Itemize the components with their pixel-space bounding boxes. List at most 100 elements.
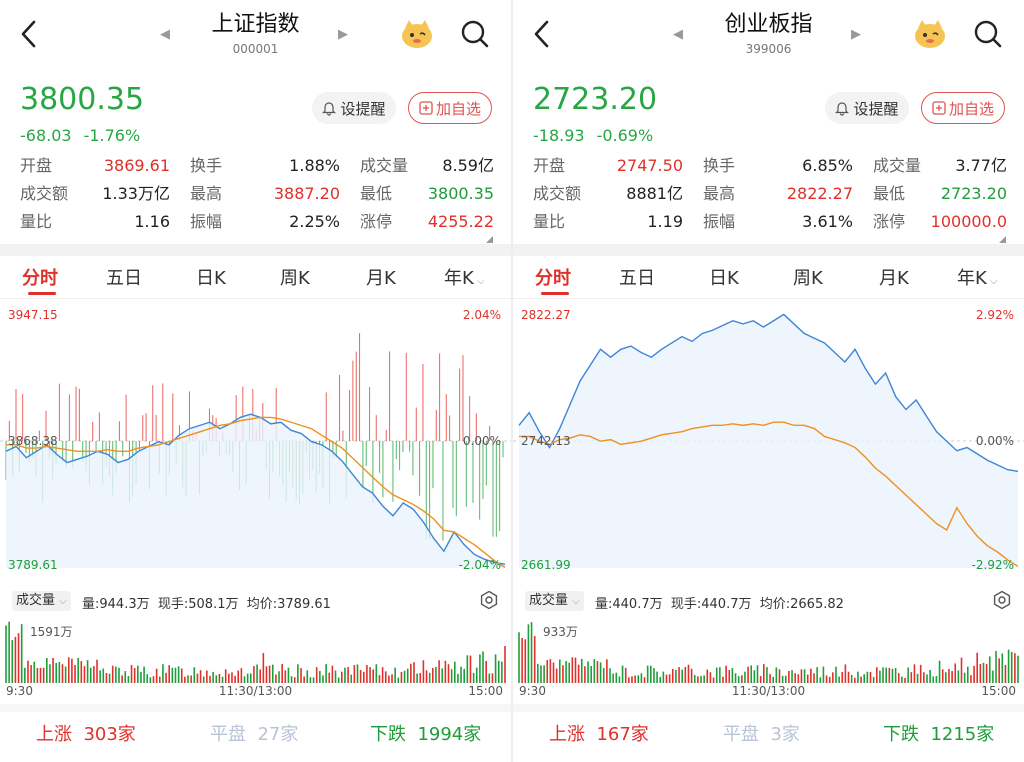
stats-row: 成交额 1.33万亿 最高 3887.20 最低 3800.35 [20,180,494,208]
tab-1[interactable]: 五日 [106,268,142,289]
volume-avg-price: 均价:3789.61 [246,597,331,612]
settings-icon[interactable] [992,590,1012,610]
tab-0[interactable]: 分时 [535,268,571,289]
panel-divider [511,0,513,762]
next-index-icon[interactable]: ▶ [851,27,861,42]
decliners: 下跌 1215家 [883,720,994,746]
section-separator-2 [0,704,511,712]
advancers: 上涨 303家 [36,720,136,746]
decliners-label: 下跌 [883,724,919,745]
stat-label: 换手 [190,156,223,175]
expand-stats-icon[interactable] [486,236,493,243]
price-area [519,314,1018,568]
stat-label: 成交额 [533,184,582,203]
market-breadth[interactable]: 上涨 167家 平盘 3家 下跌 1215家 [513,718,1024,748]
stat-label: 最低 [360,184,393,203]
tab-3[interactable]: 周K [280,268,310,289]
bell-icon [835,101,850,116]
mascot-icon[interactable] [912,16,948,50]
stat-label: 量比 [533,212,566,231]
stat-cell: 涨停 100000.0 [873,208,1007,236]
stats-row: 开盘 2747.50 换手 6.85% 成交量 3.77亿 [533,152,1007,180]
intraday-chart[interactable]: 3947.15 2.04% 3868.38 0.00% 3789.61 -2.04% [0,300,511,582]
unchanged-count: 27家 [257,724,299,745]
prev-index-icon[interactable]: ◀ [673,27,683,42]
intraday-chart[interactable]: 2822.27 2.92% 2742.13 0.00% 2661.99 -2.92% [513,300,1024,582]
intraday-svg [513,313,1024,568]
indicator-selector[interactable]: 成交量 ⌵ [12,591,71,611]
expand-stats-icon[interactable] [999,236,1006,243]
time-axis: 9:30 11:30/13:00 15:00 [513,684,1024,700]
volume-max-label: 933万 [543,625,578,639]
change-value: -18.93 [533,126,585,145]
mascot-icon[interactable] [399,16,435,50]
stat-cell: 最低 2723.20 [873,180,1007,208]
stats-row: 开盘 3869.61 换手 1.88% 成交量 8.59亿 [20,152,494,180]
tab-3[interactable]: 周K [793,268,823,289]
volume-toolbar: 成交量 ⌵ 量:944.3万 现手:508.1万 均价:3789.61 [0,586,511,614]
back-arrow-icon[interactable] [14,16,44,52]
current-price: 2723.20 [533,82,658,117]
stat-value: 3.77亿 [955,156,1007,175]
advancers-label: 上涨 [549,724,585,745]
pct-axis-low: -2.04% [458,558,501,572]
add-watchlist-label: 加自选 [948,99,994,118]
chevron-down-icon: ⌵ [59,596,67,607]
y-axis-prev-close: 2742.13 [521,434,571,448]
stat-cell: 振幅 2.25% [190,208,340,236]
time-open: 9:30 [519,684,546,698]
tab-5[interactable]: 年K ⌵ [444,268,485,289]
tab-2[interactable]: 日K [709,268,739,289]
add-watchlist-button[interactable]: 加自选 [408,92,492,124]
volume-amount: 量:944.3万 [82,597,150,612]
set-alert-label: 设提醒 [340,99,386,118]
tab-0[interactable]: 分时 [22,268,58,289]
stat-label: 开盘 [20,156,53,175]
volume-svg [5,621,506,683]
market-breadth[interactable]: 上涨 303家 平盘 27家 下跌 1994家 [0,718,511,748]
search-icon[interactable] [972,18,1004,50]
tab-4[interactable]: 月K [366,268,396,289]
settings-icon[interactable] [479,590,499,610]
volume-chart[interactable]: 1591万 [0,617,511,683]
current-price: 3800.35 [20,82,145,117]
stat-value: 6.85% [802,156,853,175]
add-watchlist-button[interactable]: 加自选 [921,92,1005,124]
stat-value: 3887.20 [273,184,340,203]
quote-stats-grid: 开盘 2747.50 换手 6.85% 成交量 3.77亿成交额 8881亿 最高 2822.2… [533,152,1007,236]
next-index-icon[interactable]: ▶ [338,27,348,42]
tab-5[interactable]: 年K ⌵ [957,268,998,289]
volume-now: 现手:508.1万 [157,597,239,612]
set-alert-button[interactable]: 设提醒 [312,92,396,124]
indicator-selector-label: 成交量 [16,593,56,608]
active-tab-indicator [28,292,56,295]
volume-toolbar: 成交量 ⌵ 量:440.7万 现手:440.7万 均价:2665.82 [513,586,1024,614]
volume-svg [518,622,1019,683]
volume-chart[interactable]: 933万 [513,617,1024,683]
pct-axis-high: 2.92% [975,308,1014,322]
back-arrow-icon[interactable] [527,16,557,52]
stat-cell: 最高 2822.27 [703,180,853,208]
volume-now: 现手:440.7万 [670,597,752,612]
tab-2[interactable]: 日K [196,268,226,289]
stat-label: 涨停 [360,212,393,231]
stat-cell: 涨停 4255.22 [360,208,494,236]
time-open: 9:30 [6,684,33,698]
stats-row: 量比 1.19 振幅 3.61% 涨停 100000.0 [533,208,1007,236]
plus-box-icon [419,101,433,115]
stat-label: 振幅 [190,212,223,231]
stat-value: 1.33万亿 [102,184,170,203]
stat-cell: 换手 6.85% [703,152,853,180]
set-alert-button[interactable]: 设提醒 [825,92,909,124]
search-icon[interactable] [459,18,491,50]
indicator-selector[interactable]: 成交量 ⌵ [525,591,584,611]
stat-value: 8881亿 [626,184,683,203]
tab-1[interactable]: 五日 [619,268,655,289]
stat-cell: 最低 3800.35 [360,180,494,208]
y-axis-low: 2661.99 [521,558,571,572]
advancers: 上涨 167家 [549,720,649,746]
prev-index-icon[interactable]: ◀ [160,27,170,42]
tab-4[interactable]: 月K [879,268,909,289]
stat-label: 开盘 [533,156,566,175]
unchanged-label: 平盘 [723,724,759,745]
